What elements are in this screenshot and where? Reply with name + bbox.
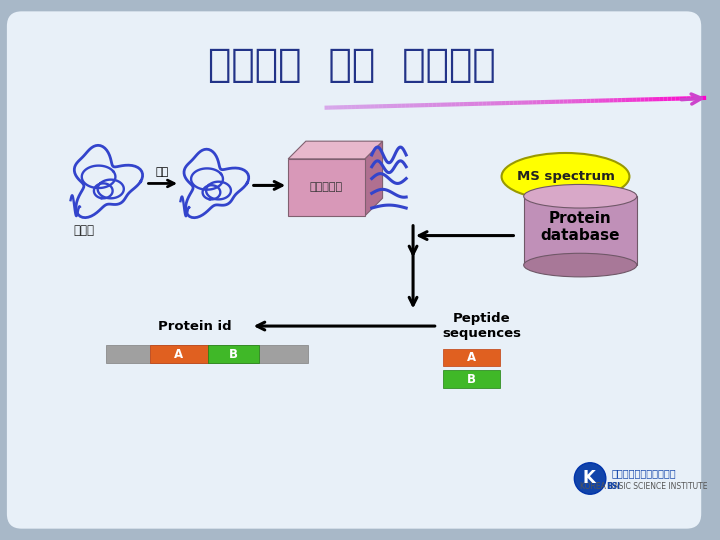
Text: A: A <box>174 348 184 361</box>
Ellipse shape <box>502 153 629 200</box>
Text: 질량분석기: 질량분석기 <box>310 183 343 192</box>
Ellipse shape <box>523 253 636 277</box>
Text: B: B <box>228 348 238 361</box>
Bar <box>443 349 500 366</box>
Text: K: K <box>582 469 595 487</box>
Polygon shape <box>365 141 382 216</box>
Bar <box>443 370 500 388</box>
Polygon shape <box>288 141 382 159</box>
Text: 한국기초과학지원연구원: 한국기초과학지원연구원 <box>612 469 677 478</box>
Text: Protein id: Protein id <box>158 320 232 333</box>
Text: 단백질의  질량  스펙트럼: 단백질의 질량 스펙트럼 <box>208 46 496 84</box>
Bar <box>150 345 207 363</box>
Bar <box>288 159 365 216</box>
Text: 단백질: 단백질 <box>73 224 94 237</box>
Text: Peptide
sequences: Peptide sequences <box>442 312 521 340</box>
Text: BSI: BSI <box>606 482 620 491</box>
Text: Protein
database: Protein database <box>541 211 620 243</box>
Text: B: B <box>467 373 476 386</box>
Bar <box>523 196 636 265</box>
Text: A: A <box>467 351 476 364</box>
Text: 효소: 효소 <box>156 167 169 177</box>
Ellipse shape <box>523 185 636 208</box>
Bar <box>207 345 258 363</box>
FancyBboxPatch shape <box>7 11 701 529</box>
Bar <box>107 345 308 363</box>
Text: KOREA BASIC SCIENCE INSTITUTE: KOREA BASIC SCIENCE INSTITUTE <box>580 482 708 491</box>
Circle shape <box>575 463 606 494</box>
Text: MS spectrum: MS spectrum <box>516 170 614 183</box>
